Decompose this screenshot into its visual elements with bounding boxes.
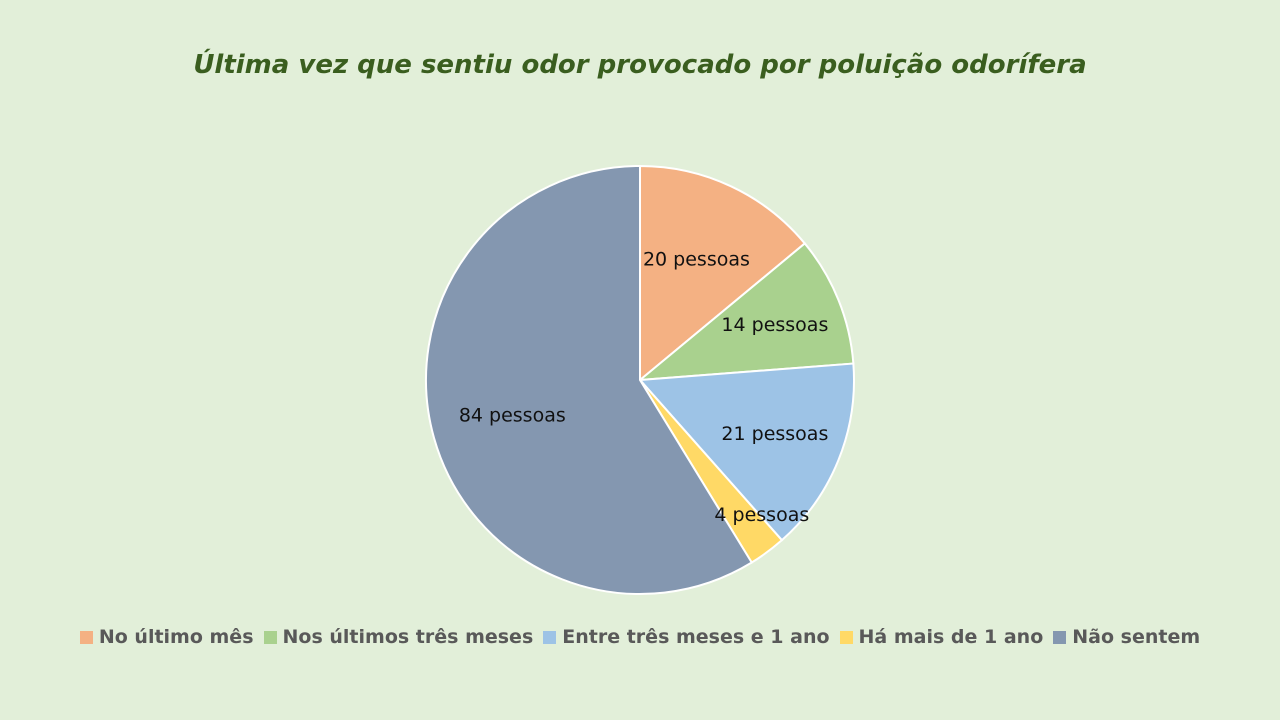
chart-title: Última vez que sentiu odor provocado por… xyxy=(193,50,1087,80)
legend-swatch xyxy=(1053,630,1067,644)
legend-swatch xyxy=(263,630,277,644)
legend-item-1: No último mês xyxy=(79,626,254,648)
data-label-3: 21 pessoas xyxy=(721,423,828,445)
legend-label: Nos últimos três meses xyxy=(282,626,534,648)
legend-swatch xyxy=(839,630,853,644)
legend-swatch xyxy=(79,630,93,644)
data-label-2: 14 pessoas xyxy=(721,314,828,336)
pie-slice-3 xyxy=(637,362,855,542)
legend-label: Há mais de 1 ano xyxy=(858,626,1044,648)
legend-swatch xyxy=(543,630,557,644)
data-label-4: 4 pessoas xyxy=(714,504,809,526)
chart-legend: No último mês Nos últimos três meses Entre… xyxy=(0,626,1280,648)
legend-item-3: Entre três meses e 1 ano xyxy=(543,626,830,648)
pie-slice-5 xyxy=(425,164,754,595)
legend-item-5: Não sentem xyxy=(1053,626,1200,648)
legend-label: Não sentem xyxy=(1072,626,1201,648)
legend-label: No último mês xyxy=(98,626,254,648)
legend-label: Entre três meses e 1 ano xyxy=(562,626,830,648)
pie-slice-1 xyxy=(639,164,807,383)
pie-slice-2 xyxy=(636,242,855,382)
legend-item-2: Nos últimos três meses xyxy=(263,626,534,648)
data-label-5: 84 pessoas xyxy=(459,404,566,426)
legend-item-4: Há mais de 1 ano xyxy=(839,626,1044,648)
data-label-1: 20 pessoas xyxy=(643,248,750,270)
